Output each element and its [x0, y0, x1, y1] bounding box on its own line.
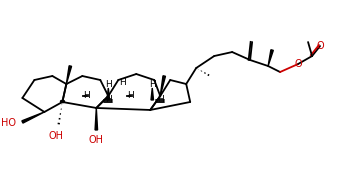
Text: H: H	[127, 91, 134, 100]
Text: O: O	[294, 59, 302, 69]
Polygon shape	[66, 66, 72, 84]
Polygon shape	[22, 112, 44, 123]
Text: OH: OH	[89, 135, 104, 145]
Polygon shape	[160, 76, 166, 96]
Text: H: H	[83, 91, 90, 100]
Text: H: H	[119, 78, 126, 87]
Polygon shape	[268, 50, 273, 66]
Text: H: H	[105, 96, 112, 105]
Text: O: O	[316, 41, 324, 51]
Text: HO: HO	[1, 118, 16, 128]
Polygon shape	[95, 108, 98, 130]
Polygon shape	[151, 88, 154, 100]
Text: H: H	[149, 80, 156, 89]
Text: H: H	[157, 96, 164, 105]
Text: OH: OH	[49, 131, 64, 141]
Polygon shape	[107, 88, 110, 100]
Text: H: H	[105, 80, 112, 89]
